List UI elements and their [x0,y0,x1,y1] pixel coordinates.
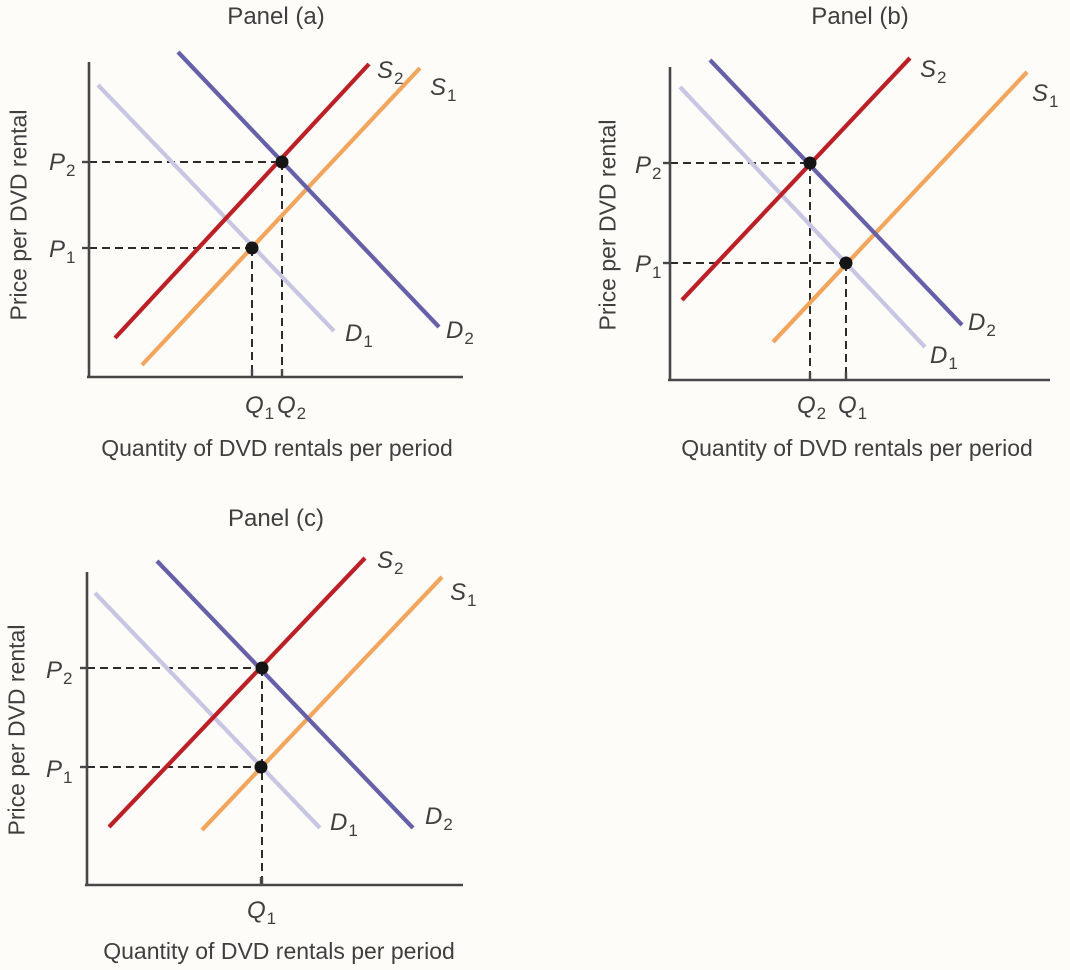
supply-initial-curve [200,575,444,832]
new-equilibrium-price-label: P2 [46,657,72,688]
initial-equilibrium-quantity-label: Q1 [838,392,867,423]
panel-b-title: Panel (b) [811,3,909,30]
new-equilibrium-quantity-label: Q2 [797,392,826,423]
new-equilibrium-dot [803,156,817,170]
panel-b-x-axis-label: Quantity of DVD rentals per period [681,435,1033,461]
demand-initial-curve-label: D1 [930,342,958,373]
supply-initial-curve-label: S1 [1032,80,1058,111]
initial-equilibrium-price-label: P1 [46,756,72,787]
demand-initial-curve-label: D1 [345,320,373,351]
demand-new-curve-label: D2 [425,803,453,834]
initial-equilibrium-dot [245,241,259,255]
demand-initial-curve [678,85,927,349]
panel-b: Panel (b) Price per DVD rental D1 S1 D2 S2 P… [570,0,1070,462]
new-equilibrium-dot [255,661,269,675]
panel-a-x-axis-label: Quantity of DVD rentals per period [101,435,453,461]
panel-c-plot: D1 S1 D2 S2 P1 Q1 P2 [46,547,476,928]
supply-initial-curve-label: S1 [450,579,476,610]
demand-initial-curve [96,83,336,333]
new-equilibrium-price-label: P2 [49,149,75,180]
panel-c: Panel (c) Price per DVD rental D1 S1 D2 S2 P… [0,490,520,970]
demand-initial-curve [93,591,322,830]
supply-new-curve-label: S2 [377,57,403,88]
initial-equilibrium-dot [254,760,268,774]
initial-equilibrium-quantity-label: Q1 [245,392,274,423]
panel-a: Panel (a) Price per DVD rental D1 S1 D2 S2 P… [0,0,500,462]
panel-c-title: Panel (c) [227,505,325,532]
initial-equilibrium-price-label: P1 [635,251,661,282]
panel-a-title: Panel (a) [227,3,325,30]
new-equilibrium-quantity-label: Q2 [277,392,306,423]
demand-new-curve [176,50,441,329]
demand-new-curve-label: D2 [446,317,474,348]
panel-b-plot: D1 S1 D2 S2 P1 Q1 P2 Q2 [635,56,1058,423]
panel-c-x-axis-label: Quantity of DVD rentals per period [103,938,455,964]
panel-a-plot: D1 S1 D2 S2 P1 Q1 P2 Q2 [49,50,474,423]
supply-new-curve [113,62,371,340]
supply-initial-curve-label: S1 [430,74,456,105]
supply-new-curve-label: S2 [920,56,946,87]
demand-new-curve-label: D2 [968,309,996,340]
new-equilibrium-dot [275,155,289,169]
supply-new-curve [107,556,367,829]
supply-new-curve-label: S2 [377,547,403,578]
initial-equilibrium-price-label: P1 [49,236,75,267]
demand-new-curve [708,58,964,327]
initial-equilibrium-dot [839,256,853,270]
supply-initial-curve [140,66,422,367]
supply-initial-curve [771,70,1029,344]
new-equilibrium-price-label: P2 [635,152,661,183]
demand-initial-curve-label: D1 [330,809,358,840]
initial-equilibrium-quantity-label: Q1 [247,897,276,928]
demand-new-curve [155,559,415,830]
supply-new-curve [680,56,912,302]
